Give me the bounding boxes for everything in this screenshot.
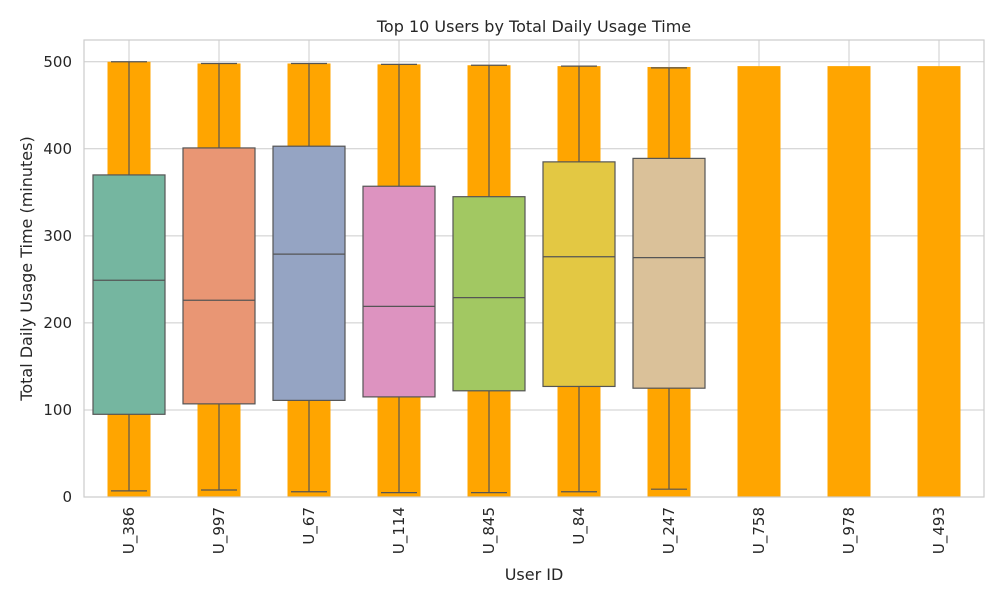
box [182, 147, 256, 405]
bar [827, 66, 871, 497]
x-tick-label: U_84 [570, 507, 589, 545]
x-tick-label: U_978 [840, 507, 859, 554]
y-tick-labels: 0 100 200 300 400 500 [43, 53, 72, 506]
y-tick-label: 400 [43, 140, 72, 158]
box [452, 196, 526, 392]
y-tick-label: 300 [43, 227, 72, 245]
plot-frame [83, 39, 985, 498]
box-plot [632, 67, 706, 490]
chart-title: Top 10 Users by Total Daily Usage Time [376, 17, 691, 36]
box-plot [452, 64, 526, 494]
box-plot [92, 61, 166, 492]
x-tick-label: U_67 [300, 507, 319, 545]
y-tick-label: 500 [43, 53, 72, 71]
y-tick-label: 0 [62, 488, 72, 506]
boxes [92, 61, 706, 494]
box [632, 157, 706, 389]
box-plot [362, 63, 436, 494]
box [92, 174, 166, 415]
bar [917, 66, 961, 497]
y-axis-label: Total Daily Usage Time (minutes) [17, 136, 36, 401]
x-tick-labels: U_386 U_997 U_67 U_114 U_845 U_84 U_247 U_758 U_… [120, 507, 949, 554]
box-plot [542, 65, 616, 493]
x-tick-label: U_758 [750, 507, 769, 554]
x-tick-label: U_386 [120, 507, 139, 554]
y-tick-label: 100 [43, 401, 72, 419]
x-tick-label: U_247 [660, 507, 679, 554]
x-tick-label: U_114 [390, 507, 409, 554]
box [362, 185, 436, 398]
box-plot [182, 62, 256, 491]
x-tick-label: U_845 [480, 507, 499, 554]
bar [737, 66, 781, 497]
x-axis-label: User ID [505, 565, 564, 584]
x-tick-label: U_997 [210, 507, 229, 554]
box [272, 145, 346, 401]
x-tick-label: U_493 [930, 507, 949, 554]
box [542, 161, 616, 388]
y-tick-label: 200 [43, 314, 72, 332]
box-plot [272, 62, 346, 493]
